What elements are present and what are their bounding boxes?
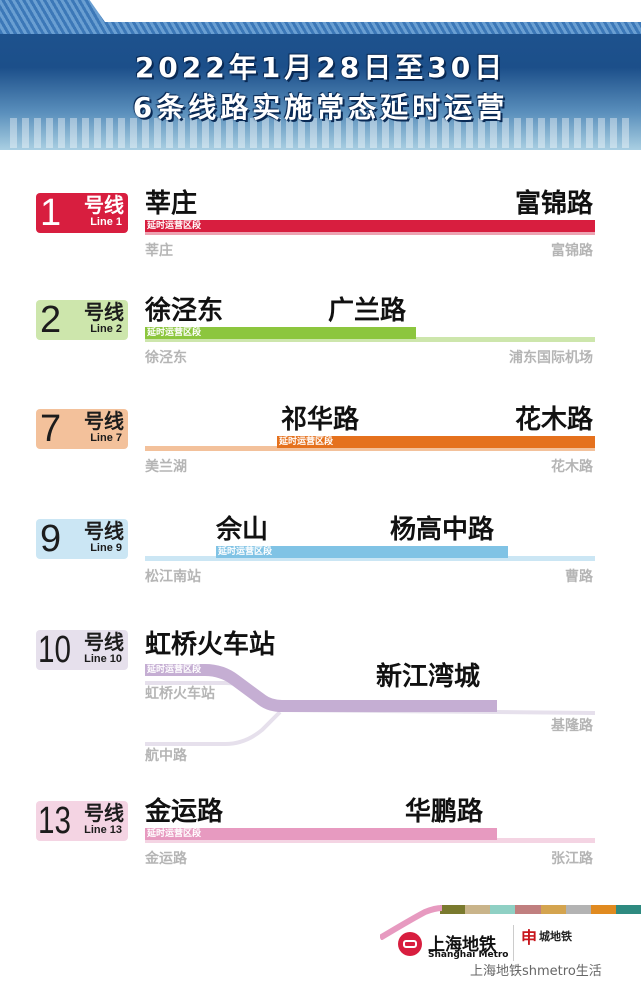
- title-date: 2022年1月28日至30日: [134, 51, 507, 84]
- line-1-terminal-start: 莘庄: [145, 243, 173, 259]
- line-13-delay-bar: [145, 828, 497, 840]
- metro-logo-icon: [398, 932, 422, 956]
- line-10-branch-track-2: [145, 710, 282, 746]
- line-10-from-station: 虹桥火车站: [145, 630, 276, 660]
- badge-english: Line 9: [90, 542, 122, 554]
- title-subtitle: 6条线路实施常态延时运营: [132, 91, 509, 124]
- line-9-to-station: 杨高中路: [390, 515, 495, 545]
- badge-suffix: 号线: [84, 193, 124, 217]
- line-13-track: [145, 838, 595, 843]
- header-checker-pattern: [10, 118, 630, 148]
- line-7-to-station: 花木路: [514, 405, 593, 435]
- metro-logo-en: Shanghai Metro: [428, 950, 509, 960]
- line-9-terminal-end: 曹路: [565, 569, 593, 585]
- line-7-segment-label: 延时运营区段: [279, 437, 334, 447]
- badge-suffix: 号线: [84, 519, 124, 543]
- line-7-delay-bar: [277, 436, 595, 448]
- badge-number: 1: [40, 192, 62, 234]
- line-10-to-station: 新江湾城: [376, 662, 481, 692]
- line-13-terminal-start: 金运路: [145, 851, 187, 867]
- line-2-terminal-end: 浦东国际机场: [509, 350, 593, 366]
- line-9-from-station: 佘山: [216, 515, 269, 545]
- brand-mark: 申: [521, 928, 538, 947]
- line-10-segment-label: 延时运营区段: [147, 665, 202, 675]
- line-2-track: [145, 337, 595, 342]
- line-1-track: [145, 230, 595, 235]
- line-2-to-station: 广兰路: [328, 296, 407, 326]
- badge-english: Line 1: [90, 216, 122, 228]
- line-7-terminal-end: 花木路: [551, 459, 593, 475]
- line-1-to-station: 富锦路: [514, 189, 593, 219]
- line-1-terminal-end: 富锦路: [551, 243, 593, 259]
- badge-english: Line 10: [84, 653, 122, 665]
- line-2-segment-label: 延时运营区段: [147, 328, 202, 338]
- line-1-from-station: 莘庄: [145, 189, 198, 219]
- line-10-terminal-start: 虹桥火车站: [145, 686, 215, 702]
- header-banner: 2022年1月28日至30日 6条线路实施常态延时运营: [0, 0, 641, 150]
- line-10-delay-bar: [145, 664, 497, 712]
- line-1-segment-label: 延时运营区段: [147, 221, 202, 231]
- badge-english: Line 13: [84, 824, 122, 836]
- line-13-from-station: 金运路: [145, 797, 224, 827]
- badge-english: Line 2: [90, 323, 122, 335]
- line-2-terminal-start: 徐泾东: [145, 350, 187, 366]
- badge-suffix: 号线: [84, 801, 124, 825]
- brand-name: 城地铁: [539, 930, 572, 943]
- line-9-delay-bar: [216, 546, 508, 558]
- line-13-to-station: 华鹏路: [405, 797, 484, 827]
- footer-divider: [513, 925, 514, 961]
- line-9-badge: 9 号线 Line 9: [36, 518, 128, 560]
- line-10-badge: 10 号线 Line 10: [36, 629, 128, 671]
- badge-suffix: 号线: [84, 630, 124, 654]
- footer-color-strip: [440, 905, 641, 914]
- line-7-track: [145, 446, 595, 451]
- badge-number: 13: [38, 800, 71, 842]
- line-13-segment-label: 延时运营区段: [147, 829, 202, 839]
- line-2-from-station: 徐泾东: [145, 296, 224, 326]
- line-13-badge: 13 号线 Line 13: [36, 800, 128, 842]
- badge-number: 7: [40, 408, 62, 450]
- line-9-segment-label: 延时运营区段: [218, 547, 273, 557]
- line-1-delay-bar: [145, 220, 595, 232]
- line-9-terminal-start: 松江南站: [145, 569, 201, 585]
- badge-suffix: 号线: [84, 409, 124, 433]
- line-2-badge: 2 号线 Line 2: [36, 299, 128, 341]
- line-10-terminal-branch: 航中路: [145, 748, 187, 764]
- badge-suffix: 号线: [84, 300, 124, 324]
- line-7-terminal-start: 美兰湖: [145, 459, 187, 475]
- badge-number: 9: [40, 518, 62, 560]
- line-10-terminal-end: 基隆路: [551, 718, 593, 734]
- footer-curve: [380, 905, 443, 940]
- line-2-delay-bar: [145, 327, 416, 339]
- watermark: 上海地铁shmetro生活: [470, 964, 602, 979]
- line-9-track: [145, 556, 595, 561]
- line-13-terminal-end: 张江路: [551, 851, 593, 867]
- line-7-badge: 7 号线 Line 7: [36, 408, 128, 450]
- badge-number: 2: [40, 299, 62, 341]
- line-1-badge: 1 号线 Line 1: [36, 192, 128, 234]
- badge-english: Line 7: [90, 432, 122, 444]
- badge-number: 10: [38, 629, 71, 671]
- line-7-from-station: 祁华路: [281, 405, 360, 435]
- metro-logo-text: 上海地铁: [428, 935, 496, 955]
